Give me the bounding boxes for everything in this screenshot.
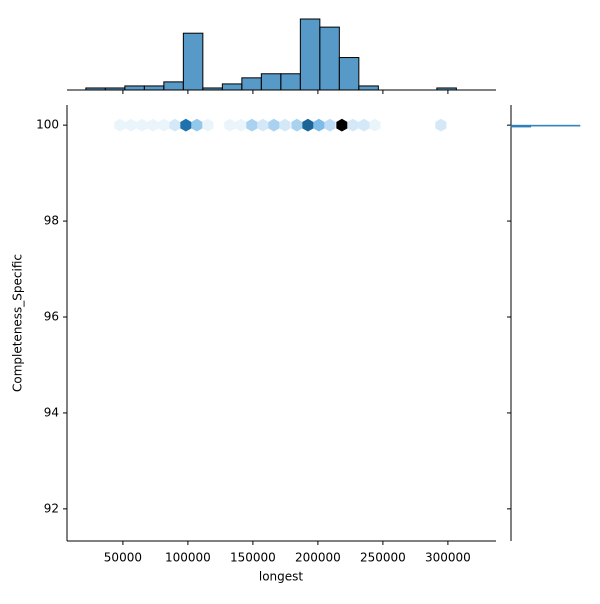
marginal-x-bar	[436, 87, 457, 91]
y-tick-label: 100	[36, 118, 59, 132]
hexbin	[358, 118, 370, 132]
x-tick-label: 200000	[295, 551, 341, 565]
hexbin	[347, 118, 359, 132]
hexbin	[279, 118, 291, 132]
hexbin	[136, 118, 148, 132]
hexbin	[435, 118, 447, 132]
hexbin	[169, 118, 181, 132]
hexbin	[336, 118, 348, 132]
y-tick-label: 94	[44, 405, 59, 419]
hexbin	[180, 118, 192, 132]
marginal-x-bar	[202, 87, 223, 91]
x-tick-label: 50000	[104, 551, 142, 565]
y-tick-label: 98	[44, 214, 59, 228]
y-axis-label: Completeness_Specific	[11, 254, 25, 392]
hexbin	[147, 118, 159, 132]
y-tick-label: 96	[44, 310, 59, 324]
hexbin	[235, 118, 247, 132]
x-tick-label: 100000	[165, 551, 211, 565]
hexbin	[224, 118, 236, 132]
marginal-x-bar	[182, 32, 204, 91]
marginal-x-bar	[85, 87, 106, 91]
hexbin	[191, 118, 203, 132]
marginal-x-bar	[163, 81, 184, 91]
hexbin	[291, 118, 303, 132]
marginal-x-bar	[358, 85, 379, 91]
hexbin	[202, 118, 214, 132]
marginal-x-bar	[143, 85, 165, 91]
marginal-x-bar	[241, 77, 262, 91]
x-tick-label: 150000	[230, 551, 276, 565]
y-tick-label: 92	[44, 501, 59, 515]
x-tick-label: 250000	[360, 551, 406, 565]
marginal-x-bar	[104, 87, 126, 91]
marginal-x-bar	[280, 73, 301, 91]
hexbin	[268, 118, 280, 132]
marginal-x-bar	[221, 83, 243, 91]
marginal-x-bar	[338, 57, 360, 91]
marginal-x-bar	[260, 73, 282, 91]
x-axis-label: longest	[259, 570, 304, 584]
marginal-x-bar	[299, 18, 321, 91]
hexbin	[246, 118, 258, 132]
hexbin	[257, 118, 269, 132]
marginal-x-bar	[319, 26, 340, 91]
hexbin	[158, 118, 170, 132]
hexbin	[125, 118, 137, 132]
marginal-y-bar	[510, 124, 581, 127]
x-tick-label: 300000	[425, 551, 471, 565]
hexbin	[313, 118, 325, 132]
hexbin	[369, 118, 381, 132]
hexbin	[324, 118, 336, 132]
hexbin	[114, 118, 126, 132]
hexbin	[302, 118, 314, 132]
marginal-x-bar	[124, 85, 145, 91]
